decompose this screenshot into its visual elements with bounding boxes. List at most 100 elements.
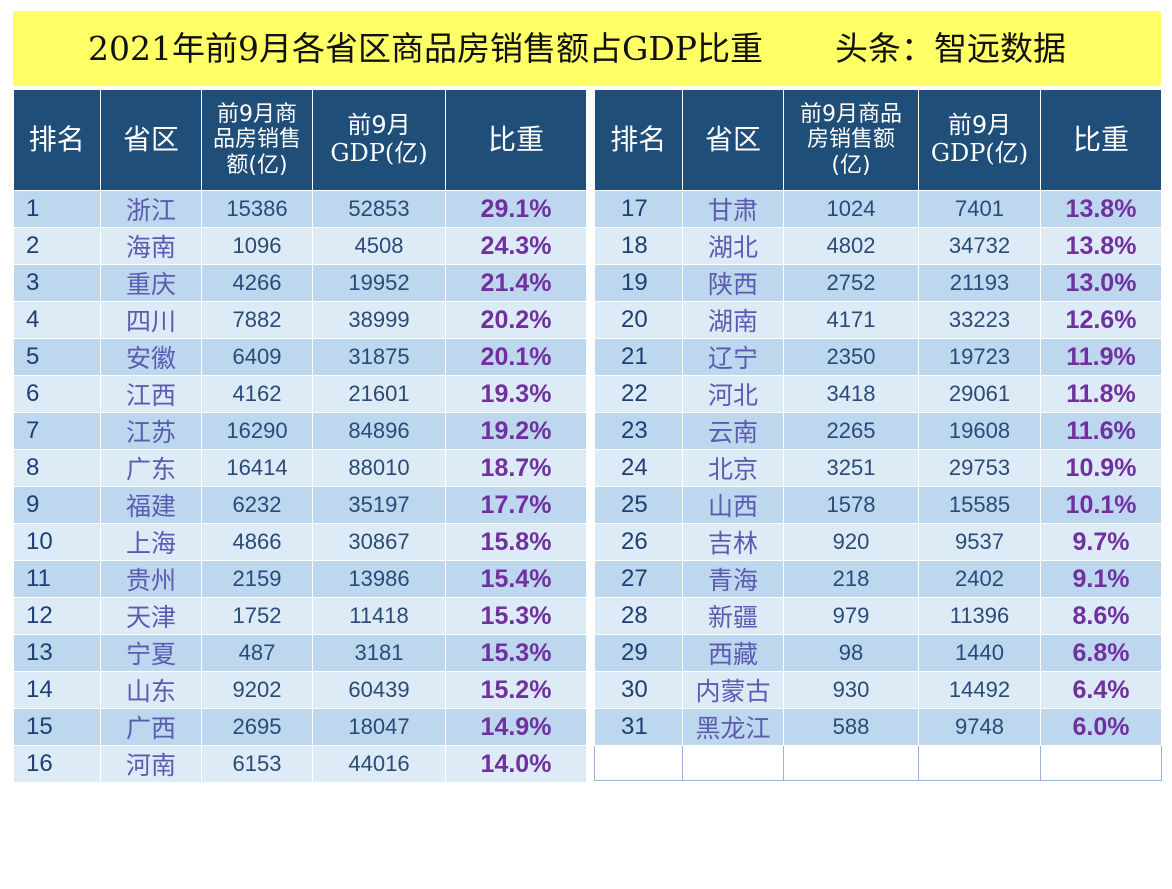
- ratio-cell: 13.0%: [1040, 264, 1162, 302]
- rank-cell: 28: [594, 597, 683, 635]
- table-row: 16 河南 6153 44016 14.0%: [13, 745, 587, 783]
- ratio-cell: 19.2%: [445, 412, 587, 450]
- ratio-cell: 15.3%: [445, 634, 587, 672]
- rank-cell: 17: [594, 190, 683, 228]
- table-row: 31 黑龙江 588 9748 6.0%: [594, 708, 1162, 746]
- header-province: 省区: [682, 90, 784, 191]
- header-gdp-line: 前9月: [347, 111, 411, 140]
- title-bar: 2021年前9月各省区商品房销售额占GDP比重 头条：智远数据: [13, 11, 1161, 86]
- ratio-cell: 20.1%: [445, 338, 587, 376]
- header-gdp-line: 前9月: [947, 111, 1012, 140]
- gdp-cell: 14492: [918, 671, 1041, 709]
- table-row: 19 陕西 2752 21193 13.0%: [594, 264, 1162, 302]
- ratio-cell: 13.8%: [1040, 227, 1162, 265]
- ratio-cell: 11.9%: [1040, 338, 1162, 376]
- rank-cell: 18: [594, 227, 683, 265]
- province-cell: 贵州: [100, 560, 202, 598]
- table-row: 17 甘肃 1024 7401 13.8%: [594, 190, 1162, 228]
- gdp-cell: 19723: [918, 338, 1041, 376]
- rank-cell: 10: [13, 523, 101, 561]
- province-cell: 安徽: [100, 338, 202, 376]
- header-sales-line: 前9月商品: [800, 102, 902, 128]
- sales-cell: 2265: [783, 412, 919, 450]
- ratio-cell: 15.3%: [445, 597, 587, 635]
- ratio-cell: 13.8%: [1040, 190, 1162, 228]
- province-cell: 西藏: [682, 634, 784, 672]
- table-row: 10 上海 4866 30867 15.8%: [13, 523, 587, 561]
- province-cell: 江苏: [100, 412, 202, 450]
- table-row: 7 江苏 16290 84896 19.2%: [13, 412, 587, 450]
- page-title: 2021年前9月各省区商品房销售额占GDP比重: [88, 29, 764, 68]
- table-row: 27 青海 218 2402 9.1%: [594, 560, 1162, 598]
- sales-cell: 6153: [201, 745, 313, 783]
- sales-cell: 1096: [201, 227, 313, 265]
- rank-cell: 12: [13, 597, 101, 635]
- province-cell: 四川: [100, 301, 202, 339]
- header-sales-line: (亿): [831, 152, 871, 178]
- sales-cell: 16414: [201, 449, 313, 487]
- gdp-cell: 84896: [312, 412, 446, 450]
- ratio-cell: 6.8%: [1040, 634, 1162, 672]
- ratio-cell: 6.0%: [1040, 708, 1162, 746]
- sales-cell: 930: [783, 671, 919, 709]
- sales-cell: 588: [783, 708, 919, 746]
- rank-cell: 22: [594, 375, 683, 413]
- gdp-cell: 11418: [312, 597, 446, 635]
- ratio-cell: 8.6%: [1040, 597, 1162, 635]
- source-credit: 头条：智远数据: [835, 29, 1066, 68]
- ratio-cell: 9.1%: [1040, 560, 1162, 598]
- table-row: 24 北京 3251 29753 10.9%: [594, 449, 1162, 487]
- empty-cell: [1040, 745, 1162, 781]
- gdp-cell: 18047: [312, 708, 446, 746]
- ratio-cell: 20.2%: [445, 301, 587, 339]
- table-row: 20 湖南 4171 33223 12.6%: [594, 301, 1162, 339]
- gdp-cell: 29061: [918, 375, 1041, 413]
- ratio-cell: 17.7%: [445, 486, 587, 524]
- gdp-cell: 38999: [312, 301, 446, 339]
- ratio-cell: 12.6%: [1040, 301, 1162, 339]
- province-cell: 山东: [100, 671, 202, 709]
- header-rank: 排名: [13, 90, 101, 191]
- province-cell: 湖南: [682, 301, 784, 339]
- sales-cell: 3251: [783, 449, 919, 487]
- ratio-cell: 11.6%: [1040, 412, 1162, 450]
- table-row: 13 宁夏 487 3181 15.3%: [13, 634, 587, 672]
- table-row: 30 内蒙古 930 14492 6.4%: [594, 671, 1162, 709]
- rank-cell: 9: [13, 486, 101, 524]
- header-sales-line: 品房销售: [212, 127, 301, 153]
- ratio-cell: 11.8%: [1040, 375, 1162, 413]
- rank-cell: 6: [13, 375, 101, 413]
- sales-cell: 487: [201, 634, 313, 672]
- rank-cell: 14: [13, 671, 101, 709]
- header-row: 排名 省区 前9月商品 房销售额 (亿) 前9月 GDP(亿) 比重: [594, 90, 1162, 191]
- rank-cell: 4: [13, 301, 101, 339]
- empty-cell: [783, 745, 919, 781]
- table-row: 9 福建 6232 35197 17.7%: [13, 486, 587, 524]
- sales-cell: 4162: [201, 375, 313, 413]
- header-gdp-line: GDP(亿): [330, 139, 428, 167]
- province-cell: 黑龙江: [682, 708, 784, 746]
- gdp-cell: 30867: [312, 523, 446, 561]
- gdp-cell: 3181: [312, 634, 446, 672]
- header-ratio: 比重: [1040, 90, 1162, 191]
- rank-cell: 16: [13, 745, 101, 783]
- ratio-cell: 14.0%: [445, 745, 587, 783]
- gdp-cell: 35197: [312, 486, 446, 524]
- province-cell: 广西: [100, 708, 202, 746]
- sales-cell: 4171: [783, 301, 919, 339]
- table-row: 14 山东 9202 60439 15.2%: [13, 671, 587, 709]
- gdp-cell: 7401: [918, 190, 1041, 228]
- sales-cell: 2752: [783, 264, 919, 302]
- ratio-cell: 24.3%: [445, 227, 587, 265]
- province-cell: 辽宁: [682, 338, 784, 376]
- sales-cell: 4266: [201, 264, 313, 302]
- gdp-cell: 4508: [312, 227, 446, 265]
- province-cell: 上海: [100, 523, 202, 561]
- province-cell: 新疆: [682, 597, 784, 635]
- province-cell: 湖北: [682, 227, 784, 265]
- table-row: 22 河北 3418 29061 11.8%: [594, 375, 1162, 413]
- table-row: 2 海南 1096 4508 24.3%: [13, 227, 587, 265]
- ratio-cell: 19.3%: [445, 375, 587, 413]
- gdp-cell: 13986: [312, 560, 446, 598]
- header-gdp: 前9月 GDP(亿): [918, 90, 1041, 191]
